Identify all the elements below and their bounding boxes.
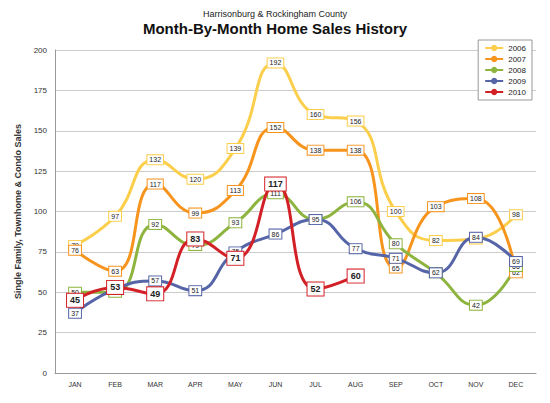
svg-text:2006: 2006	[508, 44, 526, 53]
svg-text:45: 45	[70, 295, 80, 305]
svg-text:APR: APR	[188, 381, 202, 388]
svg-text:63: 63	[111, 268, 119, 275]
svg-text:138: 138	[350, 147, 362, 154]
svg-text:160: 160	[310, 111, 322, 118]
svg-text:111: 111	[270, 190, 281, 198]
svg-text:86: 86	[272, 231, 280, 238]
svg-text:53: 53	[110, 282, 120, 292]
svg-text:57: 57	[151, 277, 159, 284]
svg-text:192: 192	[270, 59, 282, 66]
svg-text:75: 75	[38, 247, 47, 256]
svg-text:82: 82	[432, 237, 440, 244]
svg-text:25: 25	[38, 328, 47, 337]
svg-text:2007: 2007	[508, 55, 526, 64]
svg-text:62: 62	[432, 269, 440, 276]
svg-text:152: 152	[270, 124, 282, 131]
svg-text:84: 84	[472, 234, 480, 241]
svg-text:120: 120	[189, 176, 201, 183]
svg-text:DEC: DEC	[509, 381, 524, 388]
svg-text:Single Family, Townhome & Cond: Single Family, Townhome & Condo Sales	[13, 124, 23, 299]
svg-text:37: 37	[71, 310, 79, 317]
svg-text:92: 92	[151, 221, 159, 228]
svg-text:100: 100	[34, 207, 48, 216]
svg-text:200: 200	[34, 46, 48, 55]
svg-text:83: 83	[190, 234, 200, 244]
svg-text:50: 50	[38, 288, 47, 297]
svg-text:95: 95	[312, 216, 320, 223]
svg-text:60: 60	[351, 271, 361, 281]
svg-text:108: 108	[470, 195, 482, 202]
svg-text:138: 138	[310, 147, 322, 154]
svg-text:62: 62	[512, 269, 520, 277]
svg-text:69: 69	[512, 258, 520, 265]
svg-text:125: 125	[34, 167, 48, 176]
svg-text:100: 100	[390, 208, 402, 215]
svg-text:FEB: FEB	[108, 381, 122, 388]
svg-text:2008: 2008	[508, 66, 526, 75]
svg-text:93: 93	[231, 219, 239, 226]
svg-text:71: 71	[392, 255, 400, 262]
svg-text:Month-By-Month Home Sales Hist: Month-By-Month Home Sales History	[143, 20, 408, 37]
svg-text:42: 42	[472, 302, 480, 309]
svg-text:76: 76	[71, 247, 79, 254]
svg-text:OCT: OCT	[428, 381, 444, 388]
svg-text:MAR: MAR	[147, 381, 163, 388]
svg-text:80: 80	[392, 240, 400, 247]
svg-text:MAY: MAY	[228, 381, 243, 388]
svg-text:JUL: JUL	[309, 381, 322, 388]
svg-text:117: 117	[150, 181, 161, 188]
svg-text:132: 132	[149, 156, 161, 163]
svg-text:51: 51	[191, 287, 199, 294]
svg-text:156: 156	[350, 118, 362, 125]
svg-text:Harrisonburg & Rockingham Coun: Harrisonburg & Rockingham County	[203, 9, 348, 19]
svg-text:2009: 2009	[508, 77, 526, 86]
svg-text:62: 62	[432, 269, 440, 276]
svg-text:0: 0	[43, 369, 48, 378]
svg-text:49: 49	[150, 289, 160, 299]
svg-text:77: 77	[352, 245, 360, 252]
svg-text:175: 175	[34, 86, 48, 95]
svg-text:NOV: NOV	[468, 381, 484, 388]
svg-text:65: 65	[392, 265, 400, 272]
svg-text:99: 99	[191, 210, 199, 217]
svg-text:95: 95	[312, 216, 320, 223]
svg-text:150: 150	[34, 126, 48, 135]
svg-text:113: 113	[230, 187, 241, 194]
svg-text:JUN: JUN	[269, 381, 283, 388]
svg-text:50: 50	[71, 288, 79, 296]
svg-text:71: 71	[230, 253, 240, 263]
svg-text:117: 117	[268, 179, 283, 189]
svg-text:AUG: AUG	[348, 381, 363, 388]
svg-text:97: 97	[111, 213, 119, 220]
svg-text:JAN: JAN	[68, 381, 81, 388]
svg-text:103: 103	[430, 203, 442, 210]
svg-text:SEP: SEP	[389, 381, 403, 388]
svg-text:52: 52	[311, 284, 321, 294]
svg-text:139: 139	[230, 145, 242, 152]
svg-text:2010: 2010	[508, 88, 526, 97]
svg-text:106: 106	[350, 198, 362, 205]
svg-text:98: 98	[512, 211, 520, 218]
